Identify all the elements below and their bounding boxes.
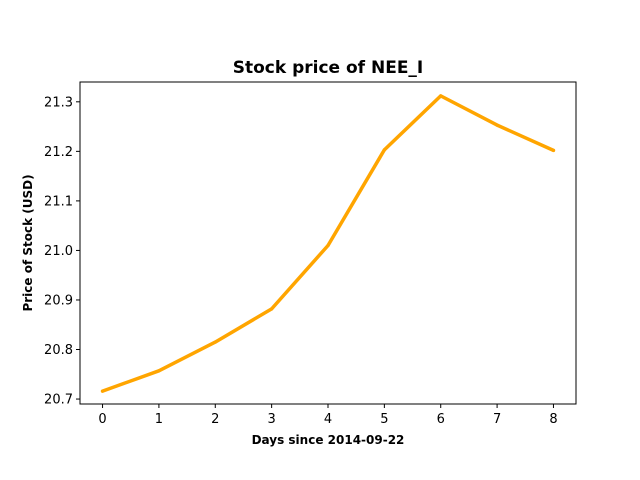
data-point: [270, 307, 274, 311]
y-axis-label: Price of Stock (USD): [21, 174, 35, 311]
y-tick-label: 20.9: [44, 293, 73, 308]
data-points: [100, 94, 556, 393]
y-tick-label: 21.2: [44, 145, 73, 160]
y-tick-label: 20.8: [44, 343, 73, 358]
x-tick-label: 3: [267, 412, 275, 427]
data-point: [382, 148, 386, 152]
y-tick-label: 21.3: [44, 95, 73, 110]
price-series-line: [100, 94, 556, 393]
x-tick-label: 4: [324, 412, 332, 427]
data-point: [100, 389, 105, 393]
x-tick-label: 6: [437, 412, 445, 427]
y-tick-label: 20.7: [44, 393, 73, 408]
x-tick-label: 5: [380, 412, 388, 427]
data-point: [551, 148, 556, 152]
plot-area: [79, 81, 577, 405]
y-axis-ticks: 20.7 20.8 20.9 21.0 21.1 21.2 21.3: [44, 95, 80, 408]
x-axis-ticks: 0 1 2 3 4 5 6 7 8: [98, 404, 558, 427]
x-tick-label: 0: [98, 412, 106, 427]
x-tick-label: 2: [211, 412, 219, 427]
x-tick-label: 1: [155, 412, 163, 427]
y-tick-label: 21.0: [44, 244, 73, 259]
data-point: [157, 369, 161, 373]
chart-title: Stock price of NEE_I: [233, 58, 424, 78]
data-point: [495, 123, 499, 127]
x-tick-label: 8: [549, 412, 557, 427]
x-tick-label: 7: [493, 412, 501, 427]
data-point: [439, 94, 443, 98]
y-tick-label: 21.1: [44, 194, 73, 209]
x-axis-label: Days since 2014-09-22: [252, 433, 405, 447]
data-point: [326, 243, 330, 248]
data-point: [213, 340, 217, 344]
